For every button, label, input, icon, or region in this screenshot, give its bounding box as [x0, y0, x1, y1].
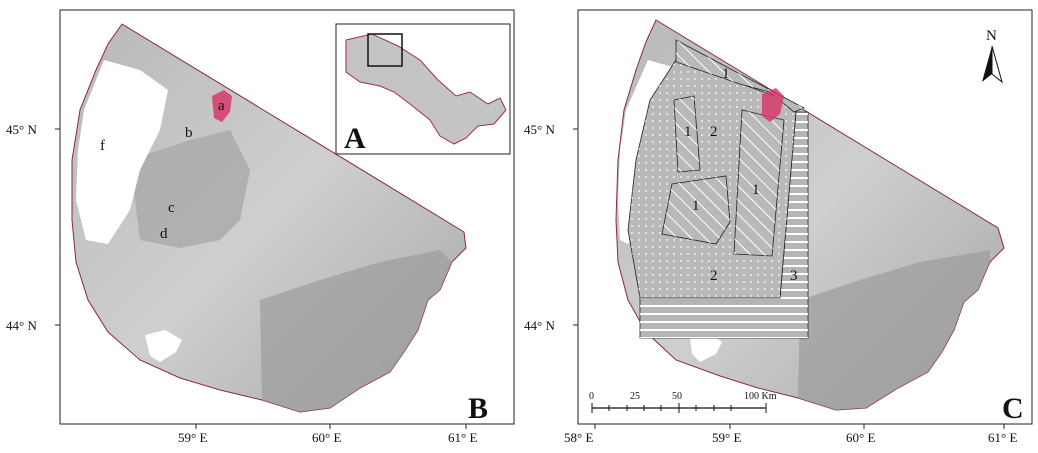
- panel-b-lon-61: 61° E: [448, 430, 477, 445]
- panel-c-lon-58: 58° E: [564, 430, 593, 445]
- inset-country-outline: [345, 33, 507, 145]
- scale-tick-0: 0: [589, 391, 594, 402]
- inset-locator-box: [367, 33, 403, 67]
- panel-b-relief: [260, 250, 452, 412]
- panel-c: 1 1 2 1 1 2 3 N 0 25 50 100: [524, 9, 1033, 445]
- zone-label-1-right: 1: [752, 182, 760, 198]
- panel-c-lon-60: 60° E: [846, 430, 875, 445]
- panel-c-wetland: [762, 88, 784, 122]
- point-label-f: f: [100, 138, 105, 154]
- zone-1-right-hatch: [734, 110, 784, 256]
- point-label-d: d: [160, 226, 168, 242]
- north-arrow-icon: N: [982, 28, 1003, 84]
- zone-1-mid-left-hatch: [662, 176, 730, 244]
- scale-tick-100: 100 Km: [744, 391, 777, 402]
- zone-label-2-upper: 2: [710, 124, 718, 140]
- zone-1-group: [661, 39, 805, 257]
- zone-label-1-left: 1: [684, 124, 692, 140]
- point-label-c: c: [168, 200, 175, 216]
- panel-c-letter: C: [1002, 392, 1024, 425]
- panel-c-lon-61: 61° E: [988, 430, 1017, 445]
- panel-c-relief: [798, 250, 990, 410]
- zone-1-left-hatch: [674, 96, 700, 172]
- inset-a: A: [335, 23, 511, 155]
- panel-c-lat-44: 44° N: [524, 318, 555, 333]
- zone-label-1-top: 1: [722, 66, 730, 82]
- panel-c-lon-59: 59° E: [712, 430, 741, 445]
- panel-b-wetland: [212, 90, 232, 122]
- panel-c-lat-45: 45° N: [524, 122, 555, 137]
- scale-bar: 0 25 50 100 Km: [589, 391, 777, 413]
- point-label-b: b: [185, 125, 193, 141]
- scale-tick-25: 25: [630, 391, 640, 402]
- panel-b-lon-59: 59° E: [178, 430, 207, 445]
- panel-b-lon-60: 60° E: [312, 430, 341, 445]
- zone-1-top-hatch: [676, 40, 804, 112]
- zone-label-2-lower: 2: [710, 268, 718, 284]
- zone-label-3: 3: [790, 268, 798, 284]
- north-arrow-letter: N: [986, 28, 997, 44]
- inset-letter: A: [344, 122, 366, 155]
- panel-b-letter: B: [468, 392, 488, 425]
- panel-b-lat-45: 45° N: [6, 122, 37, 137]
- panel-b-lat-44: 44° N: [6, 318, 37, 333]
- zone-3-hatch: [640, 112, 808, 338]
- point-label-a: a: [218, 98, 225, 114]
- zone-label-1-mid-left: 1: [692, 198, 700, 214]
- panel-b-sea: [76, 60, 168, 244]
- panel-c-lake: [690, 332, 722, 362]
- scale-tick-50: 50: [672, 391, 682, 402]
- panel-b-delta: [130, 130, 250, 248]
- panel-b-lake: [145, 330, 182, 362]
